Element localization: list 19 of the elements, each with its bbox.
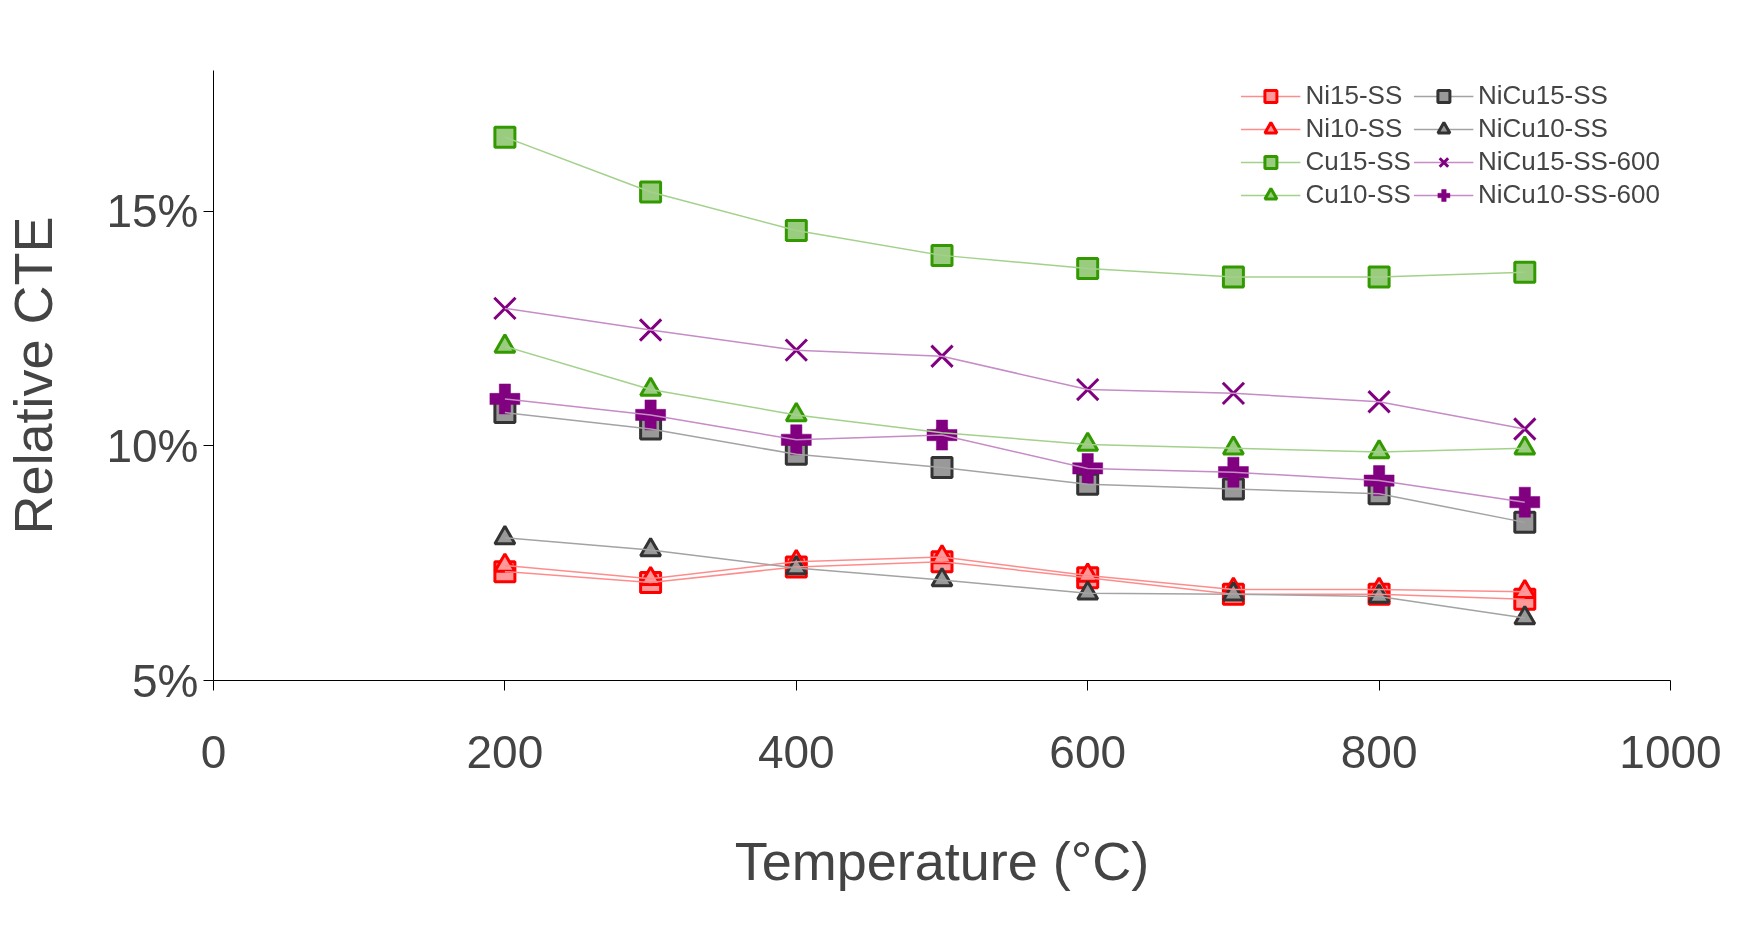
x-tick-label: 800	[1340, 725, 1418, 778]
x-axis-title: Temperature (°C)	[734, 830, 1150, 891]
y-tick-label: 5%	[132, 654, 199, 707]
x-tick-label: 600	[1049, 725, 1127, 778]
y-axis-title: Relative CTE	[3, 216, 64, 535]
legend-label: NiCu10-SS-600	[1477, 179, 1660, 210]
legend-label: NiCu10-SS	[1477, 113, 1608, 144]
legend-label: NiCu15-SS	[1477, 80, 1608, 111]
x-tick-label: 0	[200, 725, 227, 778]
y-tick-label: 15%	[106, 185, 199, 238]
legend-label: NiCu15-SS-600	[1477, 146, 1660, 177]
legend-label: Ni10-SS	[1305, 113, 1403, 144]
legend-label: Cu15-SS	[1305, 146, 1411, 177]
x-tick-label: 1000	[1619, 725, 1722, 778]
x-tick-label: 200	[466, 725, 544, 778]
legend-label: Cu10-SS	[1305, 179, 1411, 210]
legend-label: Ni15-SS	[1305, 80, 1403, 111]
y-tick-label: 10%	[106, 419, 199, 472]
x-tick-label: 400	[757, 725, 835, 778]
